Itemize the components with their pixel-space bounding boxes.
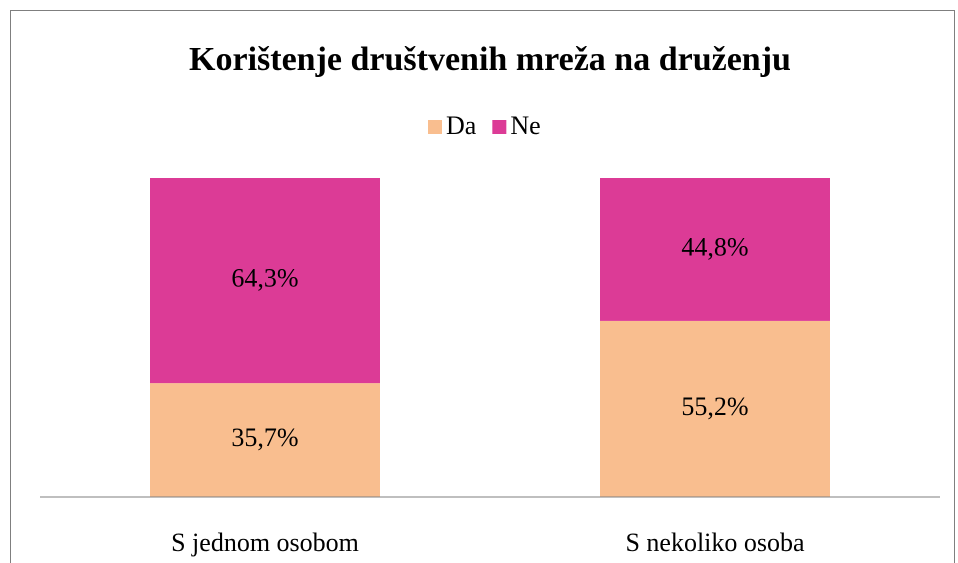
- x-tick-label: S nekoliko osoba: [625, 528, 805, 557]
- chart-frame: [10, 10, 955, 563]
- x-tick-label: S jednom osobom: [171, 528, 359, 557]
- data-label: 44,8%: [681, 232, 748, 261]
- data-label: 55,2%: [681, 392, 748, 421]
- data-label: 35,7%: [231, 423, 298, 452]
- data-label: 64,3%: [231, 264, 298, 293]
- legend-label: Da: [446, 111, 477, 140]
- bar-segment: [150, 178, 380, 384]
- chart-title: Korištenje društvenih mreža na druženju: [189, 41, 791, 78]
- legend-swatch: [428, 120, 442, 134]
- bar-segment: [600, 320, 830, 497]
- legend-swatch: [492, 120, 507, 134]
- bar-segment: [600, 178, 830, 321]
- legend-label: Ne: [510, 111, 540, 140]
- bar-segment: [150, 383, 380, 497]
